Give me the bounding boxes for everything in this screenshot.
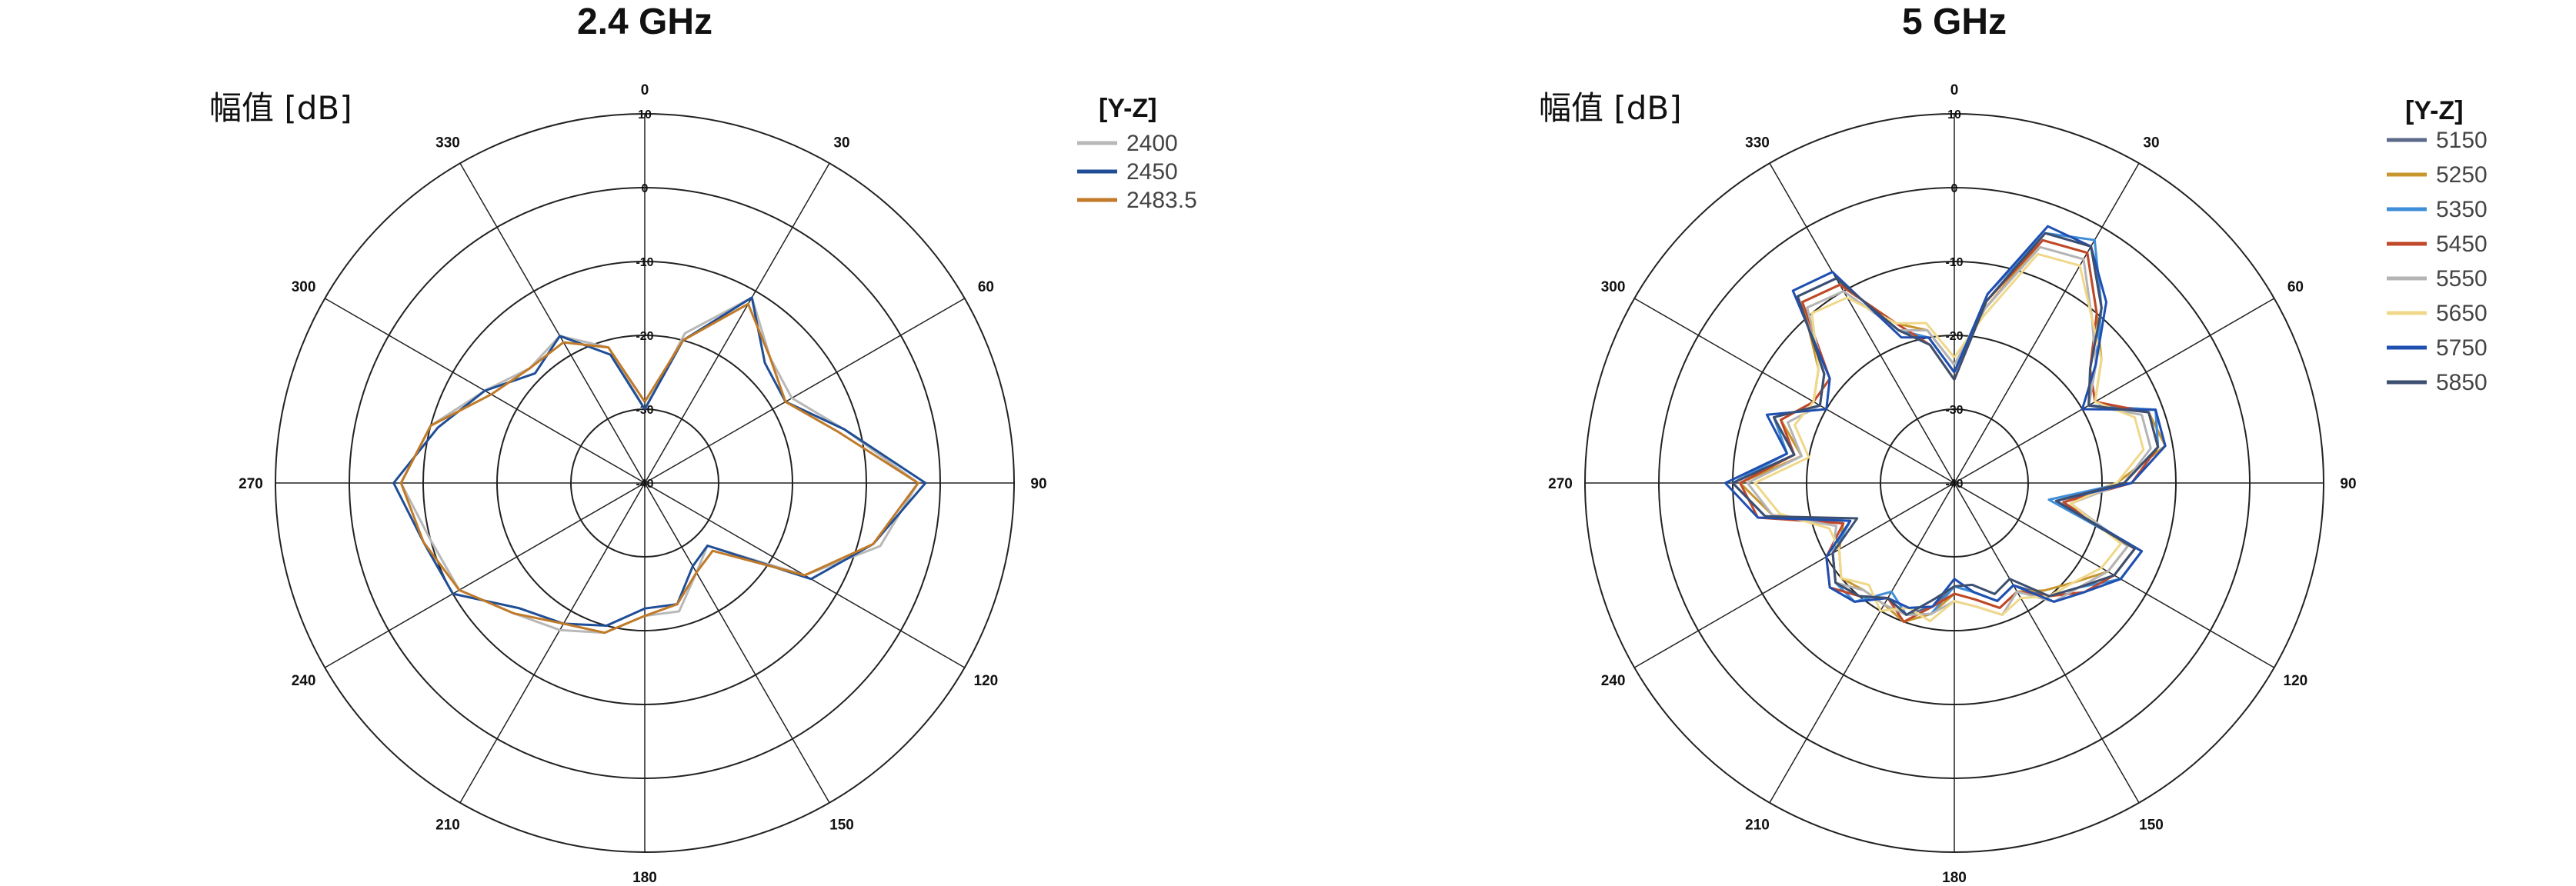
grid-spoke [459,162,646,484]
legend-label: 5350 [2436,197,2488,222]
grid-spoke [1769,482,1955,804]
legend-label: 2483.5 [1126,188,1197,213]
legend-label: 5450 [2436,231,2488,257]
legend-label: 5850 [2436,370,2488,395]
radial-tick-label: -40 [1945,478,1963,491]
angle-tick-label: 330 [1745,135,1770,152]
radial-tick-label: -10 [1945,256,1963,269]
angle-tick-label: 330 [435,135,460,152]
radial-axis-label: 幅值 [dB] [209,89,352,127]
radial-tick-label: 0 [1951,182,1958,195]
radial-tick-label: -20 [636,330,653,343]
legend-label: 5550 [2436,266,2488,291]
series-line-5650 [1753,252,2145,623]
legend-label: 5150 [2436,128,2488,153]
angle-tick-label: 60 [2287,279,2304,295]
series-line-2400 [399,296,919,635]
radial-tick-label: -40 [636,478,653,491]
grid-spoke [644,298,966,484]
angle-tick-label: 120 [974,673,999,689]
angle-tick-label: 30 [833,135,849,152]
grid-spoke [644,162,830,484]
grid-spoke [1954,162,2140,484]
angle-tick-label: 90 [1030,476,1046,492]
angle-tick-label: 0 [641,82,649,98]
radial-tick-label: -10 [636,256,653,269]
angle-tick-label: 240 [292,673,316,689]
angle-tick-label: 30 [2143,135,2159,152]
angle-tick-label: 270 [1548,476,1573,492]
radial-tick-label: 10 [638,108,652,122]
chart-title: 5 GHz [1902,2,2007,42]
grid-spoke [1954,298,2275,484]
legend-label: 2400 [1126,131,1178,156]
legend-label: 5650 [2436,301,2488,326]
angle-tick-label: 150 [829,817,854,833]
grid-spoke [1633,482,1955,668]
radial-tick-label: -30 [636,404,653,417]
legend-label: 2450 [1126,159,1178,185]
polar-grid: 0 30 60 90 120 150 180 210 240 270 300 330 10 0 -10 -20… [1548,82,2356,886]
series-layer [1723,225,2167,623]
radial-tick-label: 10 [1947,108,1961,122]
angle-tick-label: 240 [1601,673,1626,689]
angle-tick-label: 270 [239,476,263,492]
grid-spoke [644,482,830,804]
angle-tick-label: 60 [978,279,994,295]
angle-tick-label: 150 [2139,817,2164,833]
radial-tick-label: -20 [1945,330,1963,343]
angle-tick-label: 210 [435,817,460,833]
grid-spoke [1769,162,1955,484]
polar-chart-2-4ghz: 2.4 GHz 幅值 [dB] 0 30 60 90 120 150 180 210 240 27… [209,2,1197,886]
legend-label: 5250 [2436,162,2488,188]
angle-tick-label: 180 [632,870,657,886]
radial-tick-label: -30 [1945,404,1963,417]
polar-grid: 0 30 60 90 120 150 180 210 240 270 300 330 10 0 -10 -20… [239,82,1046,886]
grid-spoke [324,482,646,668]
grid-spoke [1633,298,1955,484]
series-line-2483.5 [399,302,919,635]
legend: [Y-Z] 2400 2450 2483.5 [1077,94,1197,213]
series-line-5750 [1723,225,2167,609]
grid-spoke [459,482,646,804]
series-line-5550 [1746,245,2152,616]
legend-title: [Y-Z] [2405,96,2464,125]
angle-tick-label: 210 [1745,817,1770,833]
polar-chart-5ghz: 5 GHz 幅值 [dB] 0 30 60 90 120 150 180 210 240 270 3… [1539,2,2488,886]
angle-tick-label: 300 [292,279,316,295]
angle-tick-label: 300 [1601,279,1626,295]
angle-tick-label: 180 [1942,870,1967,886]
legend: [Y-Z] 5150 5250 5350 5450 5550 5650 5750 5850 [2387,96,2488,395]
series-layer [392,296,927,635]
radial-axis-label: 幅值 [dB] [1539,89,1682,127]
angle-tick-label: 0 [1950,82,1959,98]
chart-title: 2.4 GHz [577,2,712,42]
series-line-5850 [1731,231,2160,616]
angle-tick-label: 120 [2284,673,2308,689]
radial-tick-label: 0 [642,182,649,195]
legend-label: 5750 [2436,335,2488,361]
legend-title: [Y-Z] [1099,94,1157,123]
grid-spoke [1954,482,2140,804]
angle-tick-label: 90 [2340,476,2356,492]
